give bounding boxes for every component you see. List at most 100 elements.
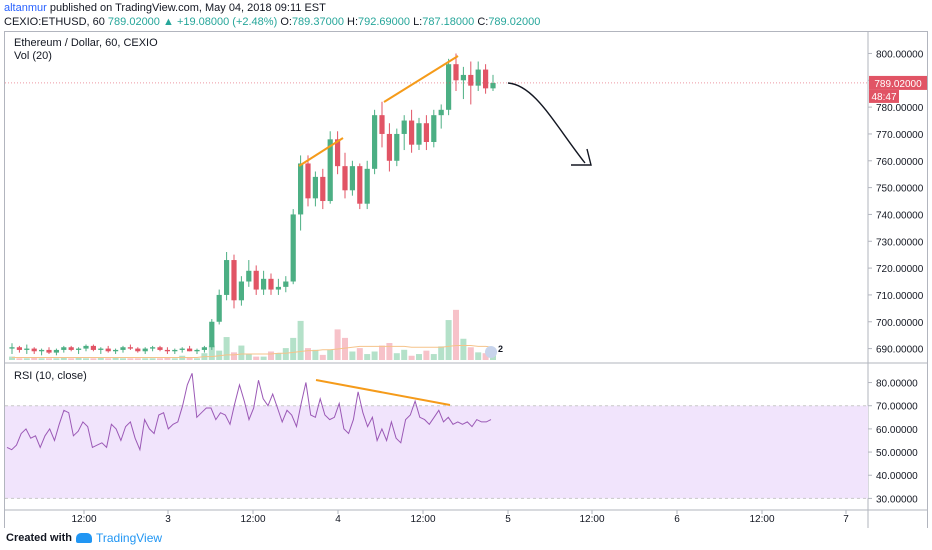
price-tick-label: 760.00000 [876, 157, 924, 168]
candle-body [283, 281, 289, 287]
publish-header: altanmur published on TradingView.com, M… [0, 0, 932, 30]
candle-body [238, 281, 244, 301]
high-label: H: [347, 16, 358, 28]
symbol-label: CEXIO:ETHUSD, 60 [4, 16, 105, 28]
volume-bar [453, 309, 459, 360]
volume-bar [364, 354, 371, 360]
candle-body [394, 133, 400, 161]
candle-body [423, 123, 429, 142]
price-tick-label: 690.00000 [876, 345, 924, 356]
candle-body [83, 345, 89, 349]
up-arrow-icon: ▲ [162, 16, 174, 28]
candle-body [39, 349, 45, 352]
time-tick-label: 12:00 [410, 514, 435, 525]
volume-bar [112, 357, 119, 360]
candle-body [105, 348, 111, 352]
created-with-label: Created with [6, 532, 73, 544]
volume-bar [268, 351, 274, 360]
rsi-line [6, 373, 492, 452]
volume-bar [60, 357, 67, 360]
main-pane-title: Ethereum / Dollar, 60, CEXIO [14, 37, 158, 49]
price-tick-label: 700.00000 [876, 318, 924, 329]
rsi-band [5, 405, 868, 499]
volume-bar [401, 349, 408, 360]
candle-body [9, 347, 15, 349]
published-text: published on TradingView.com, May 04, 20… [49, 2, 326, 14]
volume-bar [334, 329, 341, 360]
price-tick-label: 720.00000 [876, 264, 924, 275]
candle-body [201, 347, 207, 350]
rsi-tick-label: 40.00000 [876, 471, 918, 482]
volume-bar [408, 355, 415, 360]
volume-bar [157, 358, 163, 360]
volume-bar [275, 353, 282, 360]
volume-bar [282, 348, 289, 360]
time-tick-label: 3 [165, 514, 171, 525]
candle-body [53, 349, 59, 353]
volume-bar [105, 358, 112, 360]
high-value: 792.69000 [358, 16, 410, 28]
price-tick-label: 770.00000 [876, 130, 924, 141]
low-value: 787.18000 [422, 16, 475, 28]
tradingview-logo[interactable]: TradingView [76, 531, 162, 545]
axes: 690.00000700.00000710.00000720.00000730.… [71, 49, 927, 525]
price-tick-label: 780.00000 [876, 103, 924, 114]
volume-bar [467, 347, 474, 360]
countdown-badge-bg [869, 89, 899, 103]
candle-body [224, 260, 230, 295]
candle-body [305, 163, 311, 199]
volume-bar [90, 358, 97, 360]
volume-bar [31, 357, 38, 360]
candle-body [172, 349, 178, 352]
volume-bar [164, 357, 171, 360]
volume-bar [438, 346, 445, 360]
volume-bar [260, 356, 267, 360]
candle-body [372, 115, 378, 169]
volume-bar [142, 358, 149, 360]
tradingview-cloud-icon [76, 533, 92, 543]
volume-bar [349, 351, 356, 360]
volume-bar [231, 352, 237, 360]
candle-body [31, 348, 37, 352]
volume-bar [97, 357, 104, 360]
candle-body [157, 347, 163, 350]
price-change: +19.08000 (+2.48%) [176, 16, 278, 28]
volume-bar [23, 358, 30, 360]
candle-body [468, 74, 474, 86]
candle-body [483, 69, 489, 89]
volume-bar [430, 354, 437, 360]
candle-body [438, 109, 444, 116]
candle-body [460, 74, 466, 81]
candle-body [142, 348, 148, 352]
volume-bar [319, 354, 326, 360]
candle-body [431, 115, 437, 142]
close-value: 789.02000 [488, 16, 541, 28]
volume-bar [194, 358, 200, 360]
candle-body [61, 347, 67, 350]
candle-body [216, 294, 222, 322]
volume-bar [460, 338, 467, 360]
volume-bar [238, 345, 245, 360]
volume-bar [379, 345, 385, 360]
volume-bar [83, 358, 89, 360]
candle-body [490, 82, 496, 89]
candle-body [164, 349, 170, 352]
volume-bar [245, 354, 252, 360]
candle-body [349, 166, 355, 191]
time-tick-label: 7 [843, 514, 849, 525]
time-tick-label: 12:00 [749, 514, 774, 525]
event-badge: 2 [498, 344, 503, 354]
rsi-divergence-line [315, 379, 451, 406]
candle-body [335, 139, 341, 167]
open-label: O: [280, 16, 292, 28]
author-link[interactable]: altanmur [4, 2, 47, 14]
volume-bar [305, 348, 311, 360]
rsi-tick-label: 50.00000 [876, 448, 918, 459]
last-price: 789.02000 [107, 16, 160, 28]
time-tick-label: 6 [674, 514, 680, 525]
candle-body [98, 348, 104, 350]
volume-bar [186, 357, 193, 360]
volume-bar [482, 353, 489, 360]
time-tick-label: 12:00 [71, 514, 96, 525]
